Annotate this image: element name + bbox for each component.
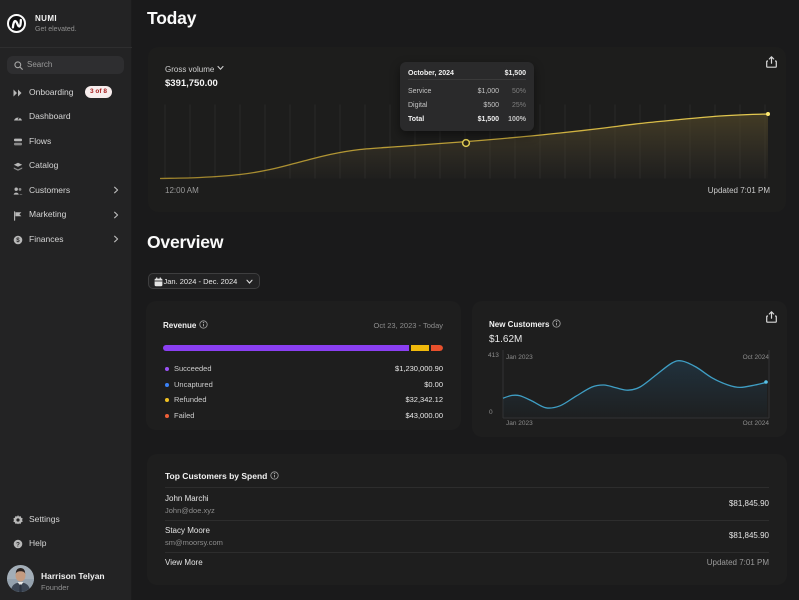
svg-text:$: $ <box>16 237 20 244</box>
svg-text:?: ? <box>16 541 20 548</box>
